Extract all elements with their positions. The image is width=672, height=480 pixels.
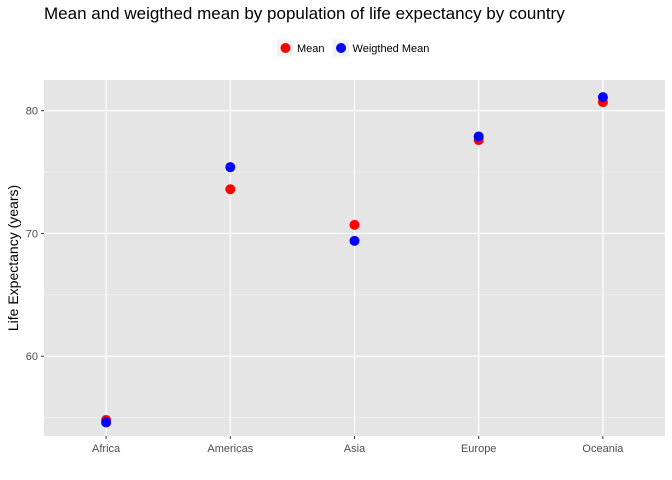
x-tick-label: Europe — [461, 443, 496, 455]
data-points — [101, 92, 608, 428]
chart-title: Mean and weigthed mean by population of … — [44, 4, 565, 23]
legend-label-1: Weigthed Mean — [353, 43, 430, 55]
x-tick-label: Asia — [344, 443, 366, 455]
x-tick-label: Africa — [92, 443, 121, 455]
point-weigthed-mean — [473, 131, 484, 142]
point-weigthed-mean — [225, 162, 236, 173]
legend: Mean Weigthed Mean — [277, 39, 430, 57]
x-tick-label: Oceania — [582, 443, 624, 455]
point-weigthed-mean — [597, 92, 608, 103]
legend-key-1 — [336, 43, 347, 53]
y-tick-label: 70 — [26, 228, 38, 240]
legend-label-0: Mean — [297, 43, 325, 55]
point-weigthed-mean — [349, 235, 360, 246]
legend-key-0 — [280, 43, 291, 53]
point-mean — [225, 184, 236, 195]
point-mean — [349, 219, 360, 230]
y-tick-label: 80 — [26, 106, 38, 118]
y-axis: 60 70 80 — [26, 106, 44, 363]
y-axis-title: Life Expectancy (years) — [5, 185, 21, 331]
x-tick-label: Americas — [207, 443, 253, 455]
y-tick-label: 60 — [26, 351, 38, 363]
x-axis: Africa Americas Asia Europe Oceania — [92, 436, 624, 455]
point-weigthed-mean — [101, 417, 112, 428]
